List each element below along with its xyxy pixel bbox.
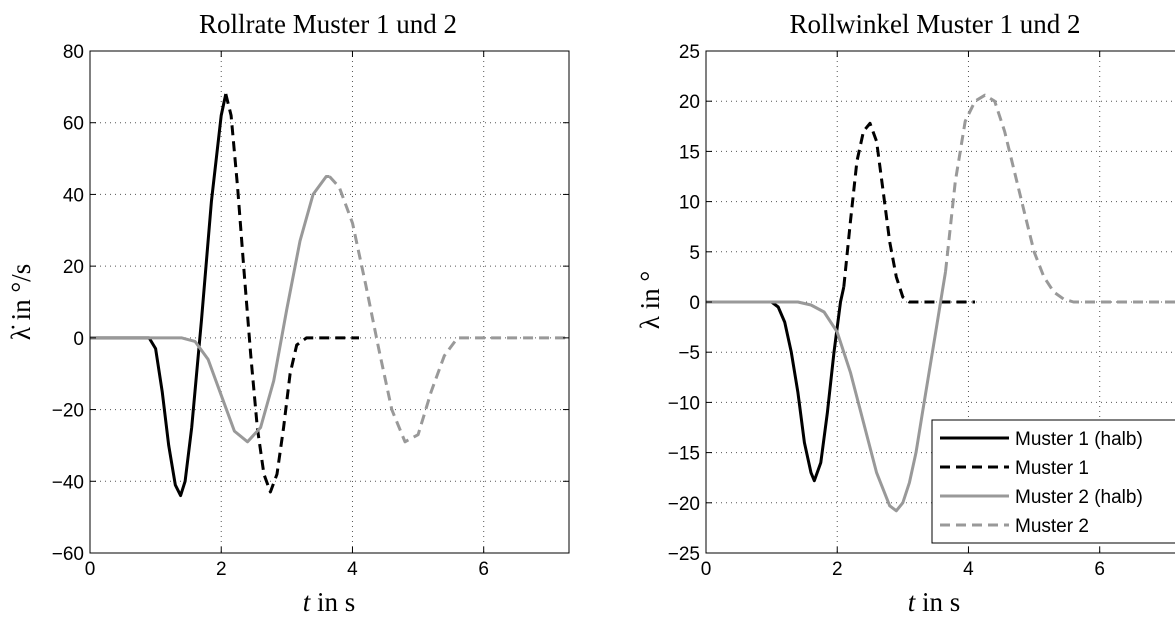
x-tick-label: 0: [85, 559, 96, 580]
x-axis-label: t in s: [908, 587, 961, 617]
y-tick-label: 20: [63, 257, 84, 278]
legend-label: Muster 2 (halb): [1015, 487, 1143, 508]
y-tick-label: 10: [679, 193, 700, 214]
y-tick-label: 0: [689, 293, 700, 314]
x-tick-label: 4: [347, 559, 358, 580]
x-axis-label: t in s: [303, 587, 356, 617]
series-lines: [706, 93, 1175, 513]
x-tick-label: 6: [1094, 559, 1105, 580]
plot-area: [90, 51, 569, 553]
series-line-dashed-black: [224, 93, 359, 494]
y-tick-label: 0: [73, 329, 84, 350]
grid: [706, 51, 1175, 553]
y-tick-label: −60: [52, 544, 84, 565]
y-tick-label: −5: [678, 343, 700, 364]
y-tick-label: 25: [679, 42, 700, 63]
grid: [90, 51, 569, 553]
y-tick-label: 80: [63, 42, 84, 63]
legend-label: Muster 1 (halb): [1015, 429, 1143, 450]
chart-title: Rollwinkel Muster 1 und 2: [790, 9, 1081, 39]
ticks: [89, 50, 569, 554]
rollrate-chart: Rollrate Muster 1 und 2 0 2 4 6 −60 −40 −20 0 2…: [6, 9, 570, 617]
x-tick-label: 0: [701, 559, 712, 580]
series-line-dashed-gray: [328, 175, 569, 444]
series-line-solid-gray: [90, 175, 330, 444]
series-line-dashed-black: [842, 121, 975, 304]
x-tick-labels: 0 2 4 6: [701, 559, 1105, 580]
legend-label: Muster 1: [1015, 458, 1089, 479]
series-line-solid-black: [706, 286, 846, 483]
series-lines: [90, 93, 569, 498]
y-tick-label: 40: [63, 185, 84, 206]
y-tick-label: −40: [52, 472, 84, 493]
rollwinkel-chart: Rollwinkel Muster 1 und 2 0 2 4 6 −25 −20 −15…: [635, 9, 1175, 617]
y-tick-label: −20: [668, 494, 700, 515]
y-tick-labels: −25 −20 −15 −10 −5 0 5 10 15 20 25: [668, 42, 700, 565]
series-line-dashed-gray: [944, 93, 1175, 304]
y-tick-label: 20: [679, 92, 700, 113]
y-axis-label: λ in °: [635, 271, 665, 329]
axes-box: [89, 50, 570, 554]
y-tick-label: 5: [689, 243, 700, 264]
chart-title: Rollrate Muster 1 und 2: [199, 9, 457, 39]
series-line-solid-gray: [706, 271, 947, 513]
y-tick-label: 60: [63, 114, 84, 135]
y-tick-label: −15: [668, 444, 700, 465]
legend: Muster 1 (halb) Muster 1 Muster 2 (halb)…: [931, 419, 1175, 544]
y-tick-label: −20: [52, 401, 84, 422]
x-tick-label: 2: [832, 559, 843, 580]
legend-label: Muster 2: [1015, 516, 1089, 537]
x-tick-labels: 0 2 4 6: [85, 559, 489, 580]
legend-box: [931, 419, 1175, 544]
ticks: [705, 50, 1101, 554]
y-tick-label: 15: [679, 142, 700, 163]
y-tick-label: −10: [668, 393, 700, 414]
x-tick-label: 2: [216, 559, 227, 580]
y-tick-labels: −60 −40 −20 0 20 40 60 80: [52, 42, 84, 565]
y-tick-label: −25: [668, 544, 700, 565]
x-tick-label: 6: [478, 559, 489, 580]
y-axis-label: λ̇ in °/s: [6, 264, 36, 340]
x-tick-label: 4: [963, 559, 974, 580]
